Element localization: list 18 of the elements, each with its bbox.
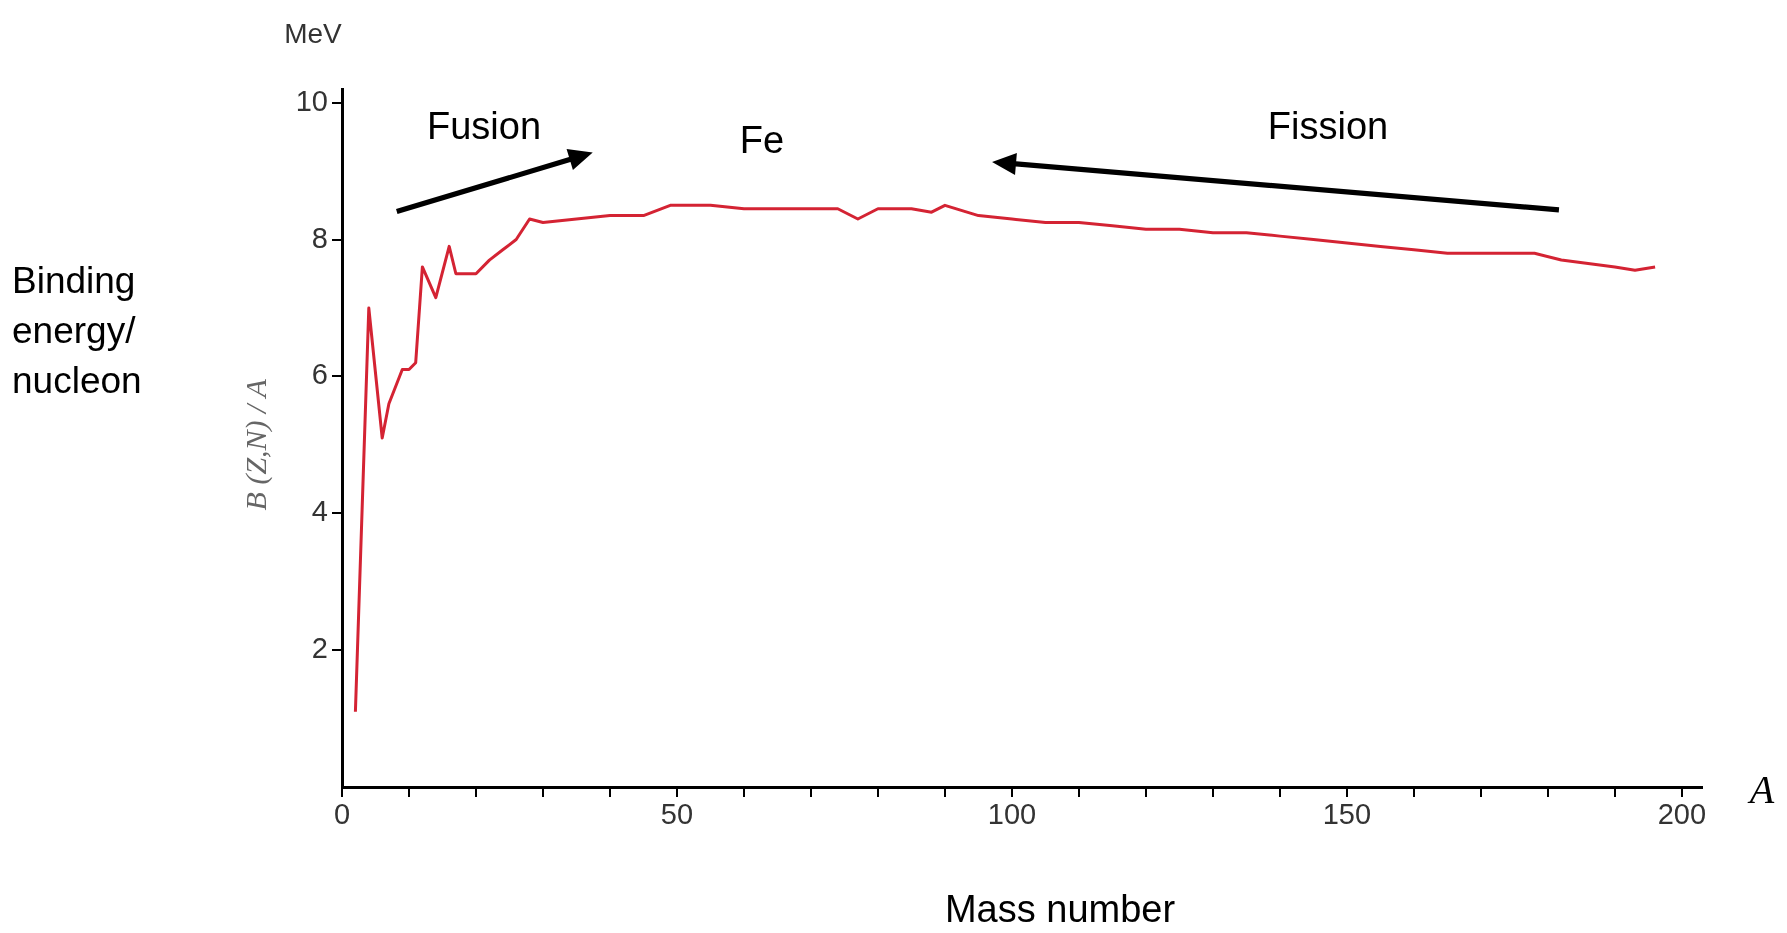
annotation: Fusion — [426, 105, 542, 148]
y-tick-label: 2 — [311, 632, 328, 665]
x-tick-label: 0 — [333, 798, 351, 831]
x-tick-label: 100 — [987, 798, 1037, 831]
x-tick-label: 50 — [660, 798, 694, 831]
y-tick-label: 6 — [311, 358, 328, 391]
x-tick-label: 150 — [1322, 798, 1372, 831]
y-tick-label: 4 — [311, 495, 328, 528]
text: MeV — [284, 17, 343, 49]
y-tick-label: 10 — [295, 84, 328, 117]
text: Binding energy/ nucleon — [12, 260, 142, 402]
x-tick-label: 200 — [1657, 798, 1707, 831]
text: A — [1746, 766, 1775, 812]
annotation: Fe — [739, 119, 785, 162]
y-tick-label: 8 — [311, 221, 328, 254]
x-axis-title: Mass number — [944, 888, 1176, 931]
annotation: Fission — [1267, 105, 1389, 148]
y-axis-title: B (Z,N) / A — [238, 378, 273, 511]
